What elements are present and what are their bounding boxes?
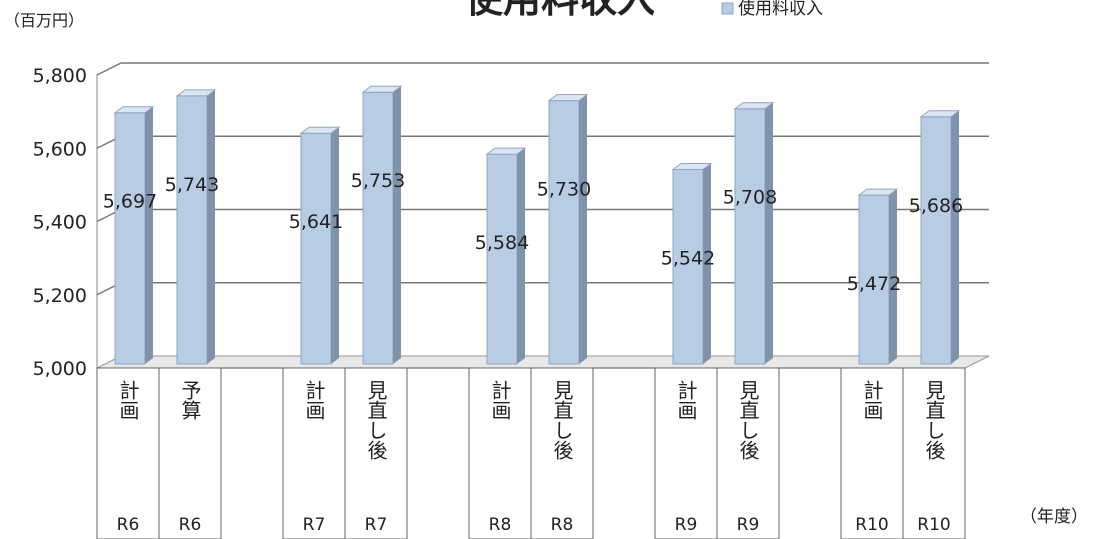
bar-top [299,126,341,134]
grid-line [96,208,989,223]
data-label: 5,730 [537,179,591,201]
bar [362,91,394,365]
bar-top [733,102,775,110]
group-label: R10 [917,515,950,535]
chart-title: 使用料収入 [465,0,655,21]
category-cell [344,367,408,539]
category-cell [716,367,780,539]
x-tick-label: 見直し後 [364,380,388,460]
x-tick-label: 計画 [116,380,140,420]
y-tick-label: 5,000 [33,358,87,380]
group-label: R7 [365,515,388,535]
legend-label: 使用料収入 [738,0,823,19]
y-tick-label: 5,200 [33,285,87,307]
bar-side [889,189,897,364]
data-label: 5,641 [289,211,343,233]
bar-top [857,188,899,196]
bar-side [951,110,959,364]
bar [114,112,146,365]
data-label: 5,542 [661,247,715,269]
data-label: 5,753 [351,170,405,192]
data-label: 5,743 [165,174,219,196]
group-label: R7 [303,515,326,535]
bar-top [671,162,713,170]
y-axis-label: （百万円） [4,11,84,30]
bar-top [485,147,527,155]
grid-line [96,135,989,149]
data-label: 5,697 [103,191,157,213]
x-tick-label: 計画 [302,380,326,420]
x-tick-label: 見直し後 [922,380,946,460]
bar-top [361,85,403,93]
bar-side [703,163,711,364]
data-label: 5,584 [475,232,529,254]
bar [486,153,518,365]
data-label: 5,686 [909,195,963,217]
floor [96,355,990,369]
x-tick-label: 見直し後 [550,380,574,460]
bar [176,95,208,365]
bar [858,194,890,365]
x-tick-label: 見直し後 [736,380,760,460]
grid-line [96,62,989,76]
x-tick-label: 予算 [178,380,202,420]
bar-side [145,106,153,364]
legend-swatch [721,2,734,15]
y-tick-label: 5,400 [33,212,87,234]
data-label: 5,472 [847,273,901,295]
bar [300,132,332,365]
group-label: R8 [551,515,574,535]
bar-top [175,89,217,97]
category-cell [530,367,594,539]
group-label: R6 [179,515,202,535]
group-label: R9 [675,515,698,535]
bar-side [579,94,587,364]
bar-top [113,106,155,114]
x-tick-label: 計画 [488,380,512,420]
y-tick-label: 5,800 [33,65,87,87]
group-label: R10 [855,515,888,535]
bar-top [547,94,589,102]
x-tick-label: 計画 [674,380,698,420]
bar [548,100,580,365]
y-tick-label: 5,600 [33,138,87,160]
category-cell [158,367,222,539]
bar-top [919,110,961,118]
bar-side [207,89,215,364]
group-label: R9 [737,515,760,535]
group-label: R8 [489,515,512,535]
x-axis-label: （年度） [1020,507,1088,527]
bar-side [393,86,401,365]
bar [734,108,766,365]
x-tick-label: 計画 [860,380,884,420]
group-label: R6 [117,515,140,535]
data-label: 5,708 [723,187,777,209]
bar [920,116,952,365]
bar-side [331,127,339,364]
bar [672,168,704,365]
bar-side [517,148,525,364]
bar-side [765,102,773,364]
category-cell [902,367,966,539]
